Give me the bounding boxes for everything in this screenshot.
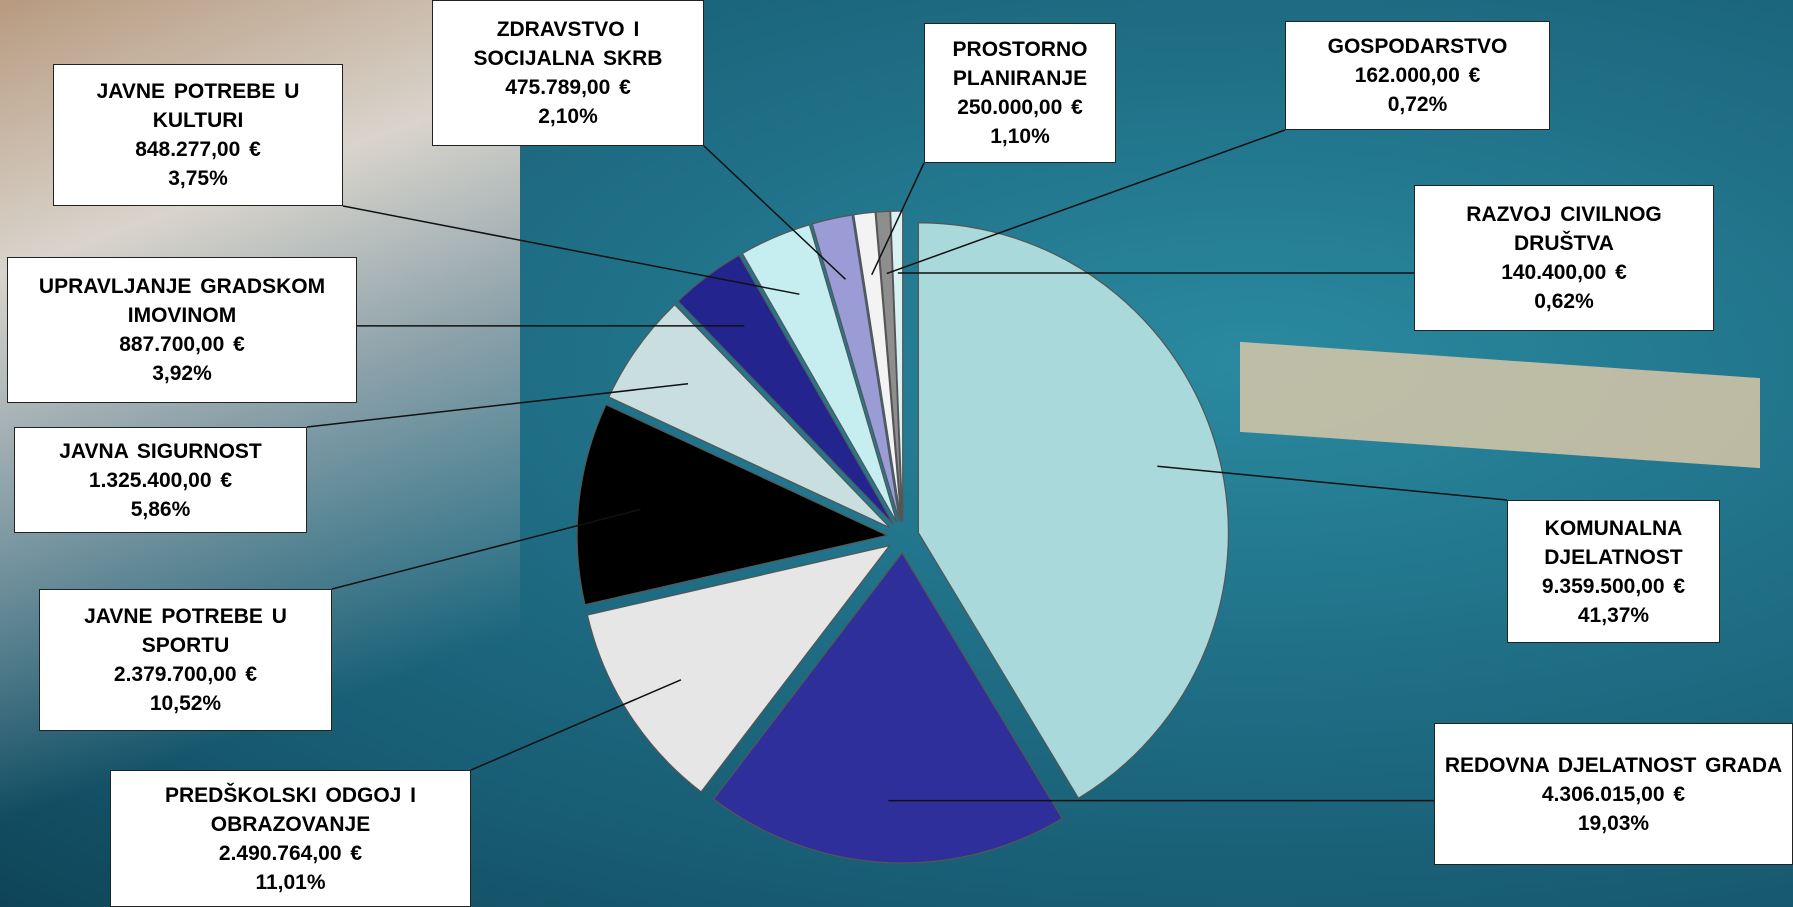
category-name: UPRAVLJANJE GRADSKOM IMOVINOM [14, 272, 350, 330]
category-name: GOSPODARSTVO [1292, 32, 1543, 61]
percent-label: 3,75% [60, 164, 336, 193]
category-name: PROSTORNO PLANIRANJE [931, 35, 1109, 93]
slide: KOMUNALNA DJELATNOST9.359.500,00 €41,37%… [0, 0, 1793, 907]
amount-label: 848.277,00 € [60, 135, 336, 164]
amount-label: 2.490.764,00 € [117, 839, 464, 868]
percent-label: 1,10% [931, 122, 1109, 151]
category-name: PREDŠKOLSKI ODGOJ I OBRAZOVANJE [117, 781, 464, 839]
category-name: JAVNA SIGURNOST [21, 437, 300, 466]
percent-label: 2,10% [439, 102, 697, 131]
amount-label: 1.325.400,00 € [21, 466, 300, 495]
percent-label: 19,03% [1441, 809, 1786, 838]
amount-label: 162.000,00 € [1292, 61, 1543, 90]
percent-label: 3,92% [14, 359, 350, 388]
amount-label: 140.400,00 € [1421, 258, 1707, 287]
amount-label: 2.379.700,00 € [46, 660, 325, 689]
amount-label: 887.700,00 € [14, 330, 350, 359]
amount-label: 250.000,00 € [931, 93, 1109, 122]
percent-label: 0,72% [1292, 90, 1543, 119]
category-name: ZDRAVSTVO I SOCIJALNA SKRB [439, 15, 697, 73]
category-name: RAZVOJ CIVILNOG DRUŠTVA [1421, 200, 1707, 258]
percent-label: 10,52% [46, 689, 325, 718]
amount-label: 9.359.500,00 € [1514, 572, 1713, 601]
percent-label: 41,37% [1514, 601, 1713, 630]
leader-line [343, 206, 799, 294]
category-name: JAVNE POTREBE U SPORTU [46, 602, 325, 660]
amount-label: 4.306.015,00 € [1441, 780, 1786, 809]
category-name: REDOVNA DJELATNOST GRADA [1441, 751, 1786, 780]
category-name: KOMUNALNA DJELATNOST [1514, 514, 1713, 572]
percent-label: 11,01% [117, 868, 464, 897]
percent-label: 5,86% [21, 495, 300, 524]
category-name: JAVNE POTREBE U KULTURI [60, 77, 336, 135]
amount-label: 475.789,00 € [439, 73, 697, 102]
percent-label: 0,62% [1421, 287, 1707, 316]
